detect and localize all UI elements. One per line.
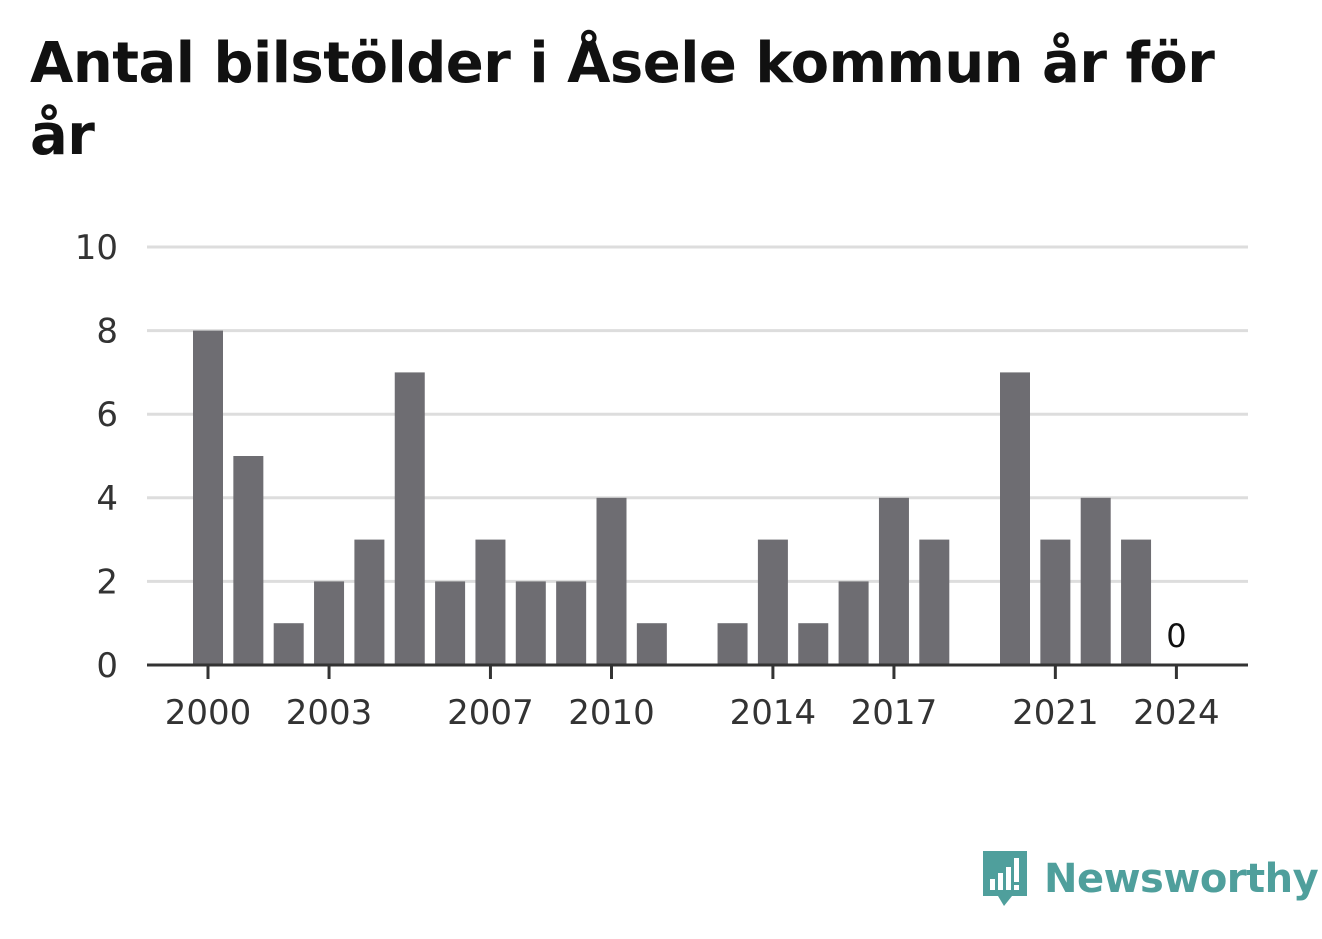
x-axis	[147, 663, 1248, 679]
bar-2003	[314, 581, 345, 665]
newsworthy-logo-icon	[983, 851, 1027, 906]
bar-2000	[193, 330, 223, 665]
bar-2004	[354, 539, 385, 665]
bar-2018	[919, 539, 950, 665]
bar-2021	[1040, 539, 1071, 665]
bars	[193, 330, 1152, 665]
bar-2013	[717, 623, 748, 665]
y-tick-label-6: 6	[96, 395, 118, 435]
bar-2017	[878, 497, 909, 665]
bar-2022	[1080, 497, 1111, 665]
x-tick-label-2007: 2007	[447, 693, 534, 733]
bar-2005	[394, 372, 425, 665]
bar-2014	[757, 539, 788, 665]
y-tick-label-8: 8	[96, 312, 118, 352]
y-tick-label-0: 0	[96, 646, 118, 686]
bar-2011	[636, 623, 667, 665]
x-tick-label-2024: 2024	[1133, 693, 1220, 733]
y-tick-label-4: 4	[96, 479, 118, 519]
bar-2008	[515, 581, 546, 665]
x-tick-label-2021: 2021	[1012, 693, 1099, 733]
newsworthy-brand: Newsworthy	[980, 848, 1319, 910]
bar-2009	[556, 581, 587, 665]
bar-2020	[1000, 372, 1030, 665]
y-tick-label-10: 10	[75, 228, 118, 268]
bar-2023	[1121, 539, 1152, 665]
bar-2001	[233, 456, 264, 665]
bar-2007	[475, 539, 506, 665]
bar-chart: 0 2 4 6 8 10 2000 2003 2007 2010 2014 2017 2021 2024…	[75, 228, 1248, 733]
x-tick-labels: 2000 2003 2007 2010 2014 2017 2021 2024	[165, 693, 1220, 733]
x-tick-label-2000: 2000	[165, 693, 252, 733]
bar-2010	[596, 497, 627, 665]
x-tick-label-2017: 2017	[851, 693, 938, 733]
data-labels: 0	[1166, 617, 1186, 655]
chart-title: Antal bilstölder i Åsele kommun år för å…	[30, 31, 1215, 168]
x-tick-label-2010: 2010	[568, 693, 655, 733]
bar-2015	[798, 623, 829, 665]
brand-name: Newsworthy	[1044, 856, 1319, 902]
bar-2006	[435, 581, 466, 665]
x-tick-label-2014: 2014	[730, 693, 817, 733]
bar-2002	[273, 623, 304, 665]
data-label-2024: 0	[1166, 617, 1186, 655]
y-tick-labels: 0 2 4 6 8 10	[75, 228, 118, 686]
x-tick-label-2003: 2003	[286, 693, 373, 733]
bar-2016	[838, 581, 869, 665]
y-tick-label-2: 2	[96, 562, 118, 602]
